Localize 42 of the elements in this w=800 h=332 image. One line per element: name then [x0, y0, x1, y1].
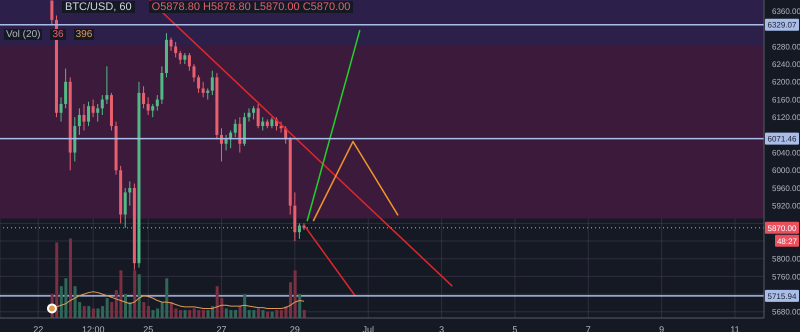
annotation: 36: [50, 29, 66, 40]
chart-subtitle: O5878.80 H5878.80 L5870.00 C5870.00: [148, 1, 354, 13]
bar: [202, 310, 205, 318]
x-tick-label: 11: [730, 324, 740, 332]
ref-line-label: 5870.00: [768, 224, 798, 233]
ref-line-label: 6329.07: [768, 20, 798, 30]
ref-line-label: 6071.46: [768, 134, 798, 144]
bar: [138, 274, 141, 318]
bar: [302, 310, 306, 318]
bar: [92, 308, 95, 318]
bar: [119, 270, 122, 318]
bar: [165, 278, 168, 318]
x-tick-label: 27: [216, 324, 227, 332]
bar: [184, 310, 187, 318]
bar: [243, 294, 246, 318]
bar: [124, 294, 128, 318]
bar: [146, 306, 150, 318]
bar: [256, 308, 260, 318]
bar: [152, 310, 155, 318]
bar: [216, 286, 219, 318]
bar: [206, 310, 210, 318]
chart-title: Vol (20): [4, 29, 42, 40]
bar: [252, 310, 256, 318]
annotation: 396: [74, 29, 94, 40]
chart-title: BTC/USD, 60: [62, 1, 135, 13]
bar: [266, 312, 270, 318]
bar: [74, 286, 77, 318]
bar: [68, 238, 72, 318]
bar: [262, 310, 265, 318]
ref-line-label: 5715.94: [768, 292, 798, 301]
bar: [220, 298, 224, 318]
bar: [270, 312, 274, 318]
x-tick-label: 7: [586, 324, 591, 332]
bar: [238, 306, 242, 318]
text: 48:27: [776, 236, 798, 246]
bar: [87, 306, 90, 318]
bar: [133, 270, 136, 318]
bar: [188, 310, 192, 318]
bar: [64, 278, 68, 318]
x-tick-label: 22: [33, 324, 44, 332]
bar: [82, 306, 86, 318]
bar: [298, 294, 302, 318]
